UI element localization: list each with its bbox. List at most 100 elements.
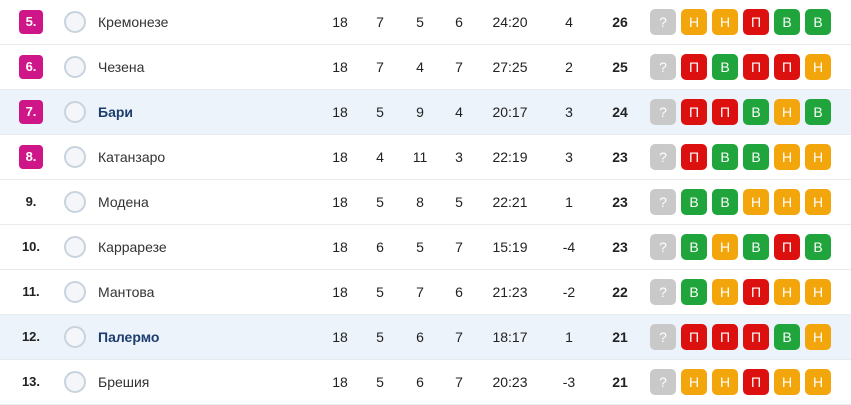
team-logo [64, 191, 86, 213]
form-badge[interactable]: ? [650, 99, 676, 125]
team-name[interactable]: Брешия [98, 374, 150, 390]
won: 5 [376, 374, 384, 390]
points: 21 [612, 329, 628, 345]
played: 18 [332, 149, 348, 165]
won: 7 [376, 14, 384, 30]
rank: 13. [17, 360, 45, 404]
form-badge[interactable]: Н [805, 54, 831, 80]
form-badge[interactable]: ? [650, 9, 676, 35]
played: 18 [332, 14, 348, 30]
table-row: 7. Бари 18 5 9 4 20:17 3 24? П П В Н В [0, 90, 851, 135]
form-badge[interactable]: Н [774, 369, 800, 395]
team-name[interactable]: Бари [98, 104, 134, 120]
rank: 9. [17, 180, 45, 224]
form-badge[interactable]: П [681, 54, 707, 80]
played: 18 [332, 284, 348, 300]
form-badge[interactable]: В [805, 9, 831, 35]
points: 25 [612, 59, 628, 75]
form-badge[interactable]: Н [774, 99, 800, 125]
rank-number: 6. [19, 55, 43, 79]
table-row: 9. Модена 18 5 8 5 22:21 1 23? В В Н Н Н [0, 180, 851, 225]
form-badge[interactable]: Н [712, 279, 738, 305]
form-badge[interactable]: В [681, 279, 707, 305]
points: 21 [612, 374, 628, 390]
form-badge[interactable]: В [743, 144, 769, 170]
form-badge[interactable]: Н [712, 234, 738, 260]
form-badge[interactable]: ? [650, 189, 676, 215]
won: 7 [376, 59, 384, 75]
goals: 21:23 [492, 284, 528, 300]
team-logo [64, 326, 86, 348]
played: 18 [332, 59, 348, 75]
drawn: 6 [416, 374, 424, 390]
form-badge[interactable]: В [743, 99, 769, 125]
points: 24 [612, 104, 628, 120]
rank: 10. [17, 225, 45, 269]
form-badge[interactable]: Н [712, 9, 738, 35]
form-badge[interactable]: П [743, 279, 769, 305]
form-badge[interactable]: П [743, 369, 769, 395]
form-badge[interactable]: ? [650, 324, 676, 350]
form-badge[interactable]: В [681, 234, 707, 260]
rank-number: 7. [19, 100, 43, 124]
diff: -2 [562, 284, 576, 300]
form-badge[interactable]: Н [681, 369, 707, 395]
rank: 12. [17, 315, 45, 359]
form-badge[interactable]: П [681, 324, 707, 350]
form-badge[interactable]: П [681, 144, 707, 170]
diff: 3 [565, 149, 573, 165]
form-badge[interactable]: В [805, 234, 831, 260]
form-badge[interactable]: Н [774, 144, 800, 170]
form-badge[interactable]: Н [743, 189, 769, 215]
form-badge[interactable]: В [774, 324, 800, 350]
form-badge[interactable]: ? [650, 144, 676, 170]
rank-number: 11. [22, 284, 40, 299]
team-name[interactable]: Палермо [98, 329, 160, 345]
team-name[interactable]: Чезена [98, 59, 145, 75]
form-badge[interactable]: Н [805, 279, 831, 305]
form-badge[interactable]: П [681, 99, 707, 125]
form-badge[interactable]: Н [805, 144, 831, 170]
form-badge[interactable]: В [681, 189, 707, 215]
drawn: 7 [416, 284, 424, 300]
form-badge[interactable]: П [743, 54, 769, 80]
rank: 11. [17, 270, 45, 314]
form-badge[interactable]: Н [805, 369, 831, 395]
form-badge[interactable]: ? [650, 369, 676, 395]
form-badge[interactable]: В [712, 54, 738, 80]
form-badge[interactable]: П [712, 99, 738, 125]
lost: 3 [455, 149, 463, 165]
form-badge[interactable]: П [712, 324, 738, 350]
form-badge[interactable]: В [774, 9, 800, 35]
form-badge[interactable]: П [774, 54, 800, 80]
team-name[interactable]: Модена [98, 194, 149, 210]
form-badge[interactable]: Н [712, 369, 738, 395]
drawn: 5 [416, 14, 424, 30]
form-badge[interactable]: Н [805, 189, 831, 215]
form-badge[interactable]: В [712, 144, 738, 170]
team-name[interactable]: Мантова [98, 284, 155, 300]
table-row: 6. Чезена 18 7 4 7 27:25 2 25? П В П П Н [0, 45, 851, 90]
diff: 1 [565, 329, 573, 345]
form-badge[interactable]: ? [650, 54, 676, 80]
table-row: 5. Кремонезе 18 7 5 6 24:20 4 26? Н Н П В В [0, 0, 851, 45]
goals: 22:19 [492, 149, 528, 165]
form-badge[interactable]: Н [774, 189, 800, 215]
played: 18 [332, 104, 348, 120]
team-name[interactable]: Каррарезе [98, 239, 167, 255]
form-badge[interactable]: Н [774, 279, 800, 305]
form-badge[interactable]: Н [805, 324, 831, 350]
form-badge[interactable]: ? [650, 234, 676, 260]
form-badge[interactable]: П [743, 9, 769, 35]
table-row: 13. Брешия 18 5 6 7 20:23 -3 21? Н Н П Н Н [0, 360, 851, 405]
team-name[interactable]: Катанзаро [98, 149, 166, 165]
team-name[interactable]: Кремонезе [98, 14, 169, 30]
form-badge[interactable]: Н [681, 9, 707, 35]
goals: 24:20 [492, 14, 528, 30]
form-badge[interactable]: ? [650, 279, 676, 305]
form-badge[interactable]: П [743, 324, 769, 350]
form-badge[interactable]: В [712, 189, 738, 215]
form-badge[interactable]: В [805, 99, 831, 125]
form-badge[interactable]: П [774, 234, 800, 260]
form-badge[interactable]: В [743, 234, 769, 260]
